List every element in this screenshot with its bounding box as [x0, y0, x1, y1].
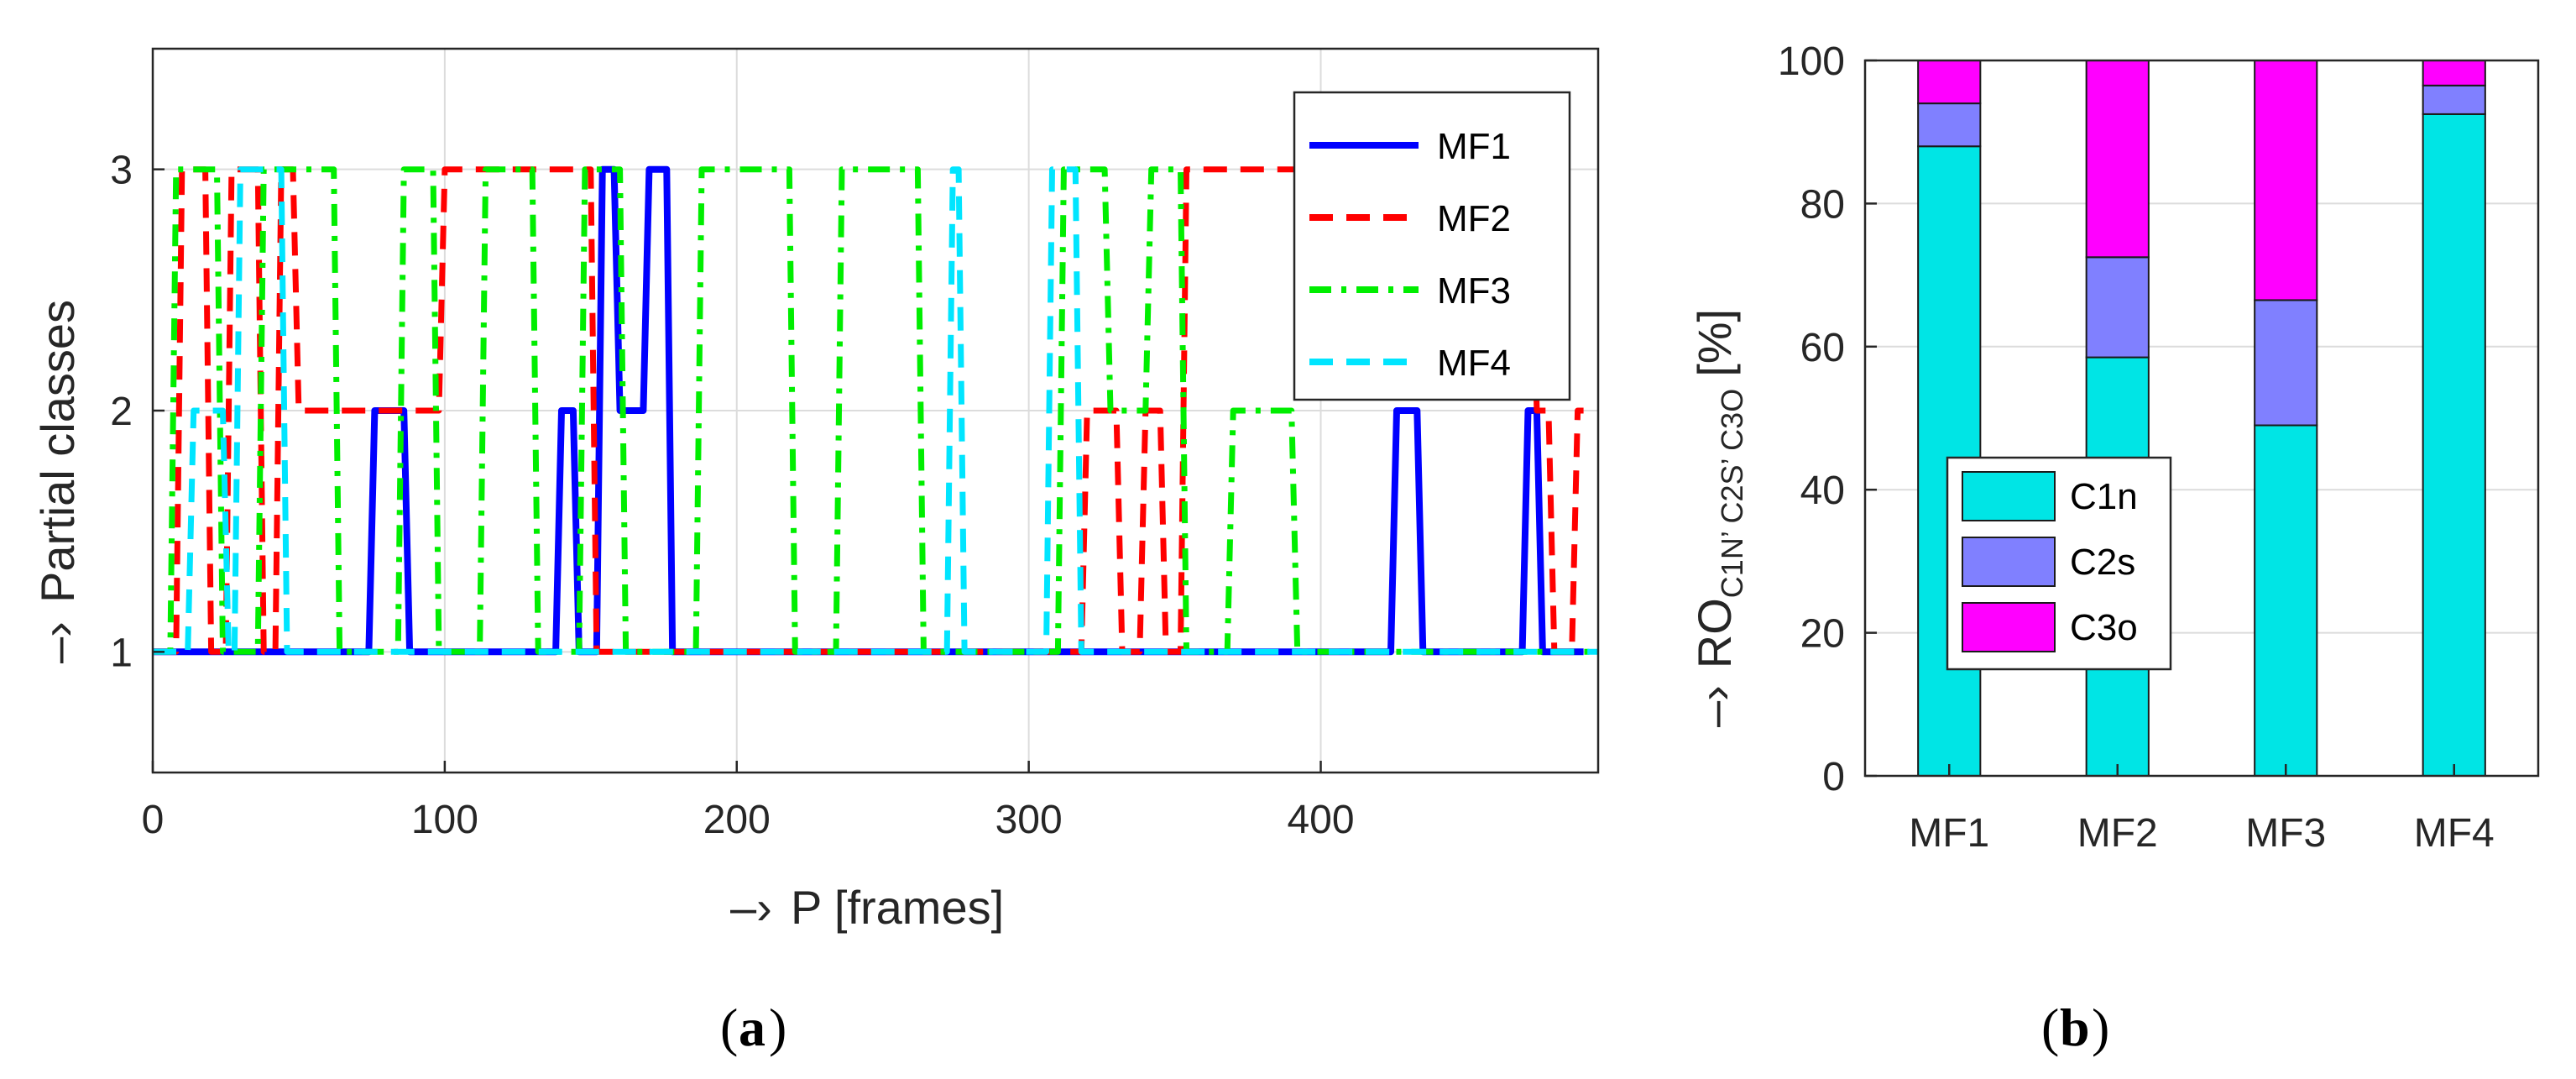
caption-a: ( a ) — [720, 998, 786, 1057]
x-tick-label-a: 400 — [1287, 798, 1354, 842]
x-tick-label-b: MF4 — [2414, 811, 2495, 856]
svg-text:(: ( — [2041, 998, 2059, 1057]
y-label-sub-b: C1N’ C2S’ C3O — [1715, 389, 1749, 598]
x-label-text: P [frames] — [791, 881, 1004, 934]
x-tick-label-b: MF3 — [2245, 811, 2326, 856]
y-tick-label-b: 40 — [1800, 469, 1845, 513]
legend-label-c1n: C1n — [2070, 476, 2138, 517]
y-label-main-b: RO — [1688, 598, 1741, 668]
svg-text:(: ( — [720, 998, 738, 1057]
legend-label-c3o: C3o — [2070, 607, 2138, 648]
y-tick-label-a: 2 — [110, 390, 133, 434]
y-label-arrow-a: –› — [31, 621, 84, 663]
x-tick-label-a: 0 — [142, 798, 165, 842]
svg-text:): ) — [769, 998, 786, 1057]
x-tick-label-a: 200 — [703, 798, 771, 842]
y-ticks-a: 1 2 3 — [110, 149, 165, 675]
series-line-mf4 — [153, 166, 1598, 655]
y-axis-label-a: –› Partial classes — [31, 300, 84, 663]
y-tick-label-b: 0 — [1822, 755, 1845, 799]
y-axis-label-b: –› ROC1N’ C2S’ C3O [%] — [1688, 309, 1749, 727]
x-tick-label-a: 300 — [995, 798, 1063, 842]
y-label-unit-b: [%] — [1688, 309, 1741, 377]
bar-mf2-c2s — [2085, 256, 2150, 359]
legend-label-c2s: C2s — [2070, 542, 2135, 583]
panel-b-stacked-bar-chart: MF1 MF2 MF3 MF4 0 20 40 60 80 100 C1n C2s C3o –› RO… — [1688, 39, 2540, 1057]
legend-swatch-c1n — [1962, 471, 2056, 521]
bar-mf3-c3o — [2254, 60, 2318, 301]
legend-label-mf3: MF3 — [1437, 270, 1511, 312]
x-tick-label-a: 100 — [411, 798, 478, 842]
y-ticks-b: 0 20 40 60 80 100 — [1778, 39, 1877, 799]
bar-mf2-c3o — [2085, 60, 2150, 259]
bar-mf1-c3o — [1917, 60, 1982, 105]
caption-b: ( b ) — [2041, 998, 2109, 1057]
x-axis-label-a: –› P [frames] — [730, 881, 1004, 934]
legend-b: C1n C2s C3o — [1946, 456, 2172, 671]
panel-a-line-chart: 0 100 200 300 400 1 2 3 MF1 MF2 MF3 MF4 –› P [fra… — [31, 47, 1600, 1057]
bars-b — [1917, 60, 2486, 778]
svg-text:–›ROC1N’ C2S’ C3O[%]: –› ROC1N’ C2S’ C3O [%] — [1688, 309, 1749, 727]
bar-mf3-c1n — [2254, 424, 2318, 777]
y-tick-label-a: 1 — [110, 631, 133, 675]
y-tick-label-b: 60 — [1800, 326, 1845, 370]
bar-mf1-c2s — [1917, 102, 1982, 148]
legend-label-mf2: MF2 — [1437, 198, 1511, 239]
y-tick-label-b: 100 — [1778, 39, 1845, 84]
x-ticks-b: MF1 MF2 MF3 MF4 — [1909, 764, 2495, 856]
legend-label-mf1: MF1 — [1437, 126, 1511, 167]
x-label-arrow: –› — [730, 881, 772, 934]
bar-mf4-c2s — [2422, 84, 2486, 115]
y-label-text-a: Partial classes — [31, 300, 84, 603]
legend-swatch-c2s — [1962, 537, 2056, 587]
bar-mf3-c2s — [2254, 299, 2318, 427]
legend-swatch-c3o — [1962, 602, 2056, 652]
x-tick-label-b: MF1 — [1909, 811, 1989, 856]
bar-mf4-c3o — [2422, 60, 2486, 86]
svg-text:): ) — [2092, 998, 2109, 1057]
x-ticks-a: 0 100 200 300 400 — [142, 761, 1355, 842]
caption-letter-b: b — [2060, 998, 2090, 1057]
y-label-arrow-b: –› — [1688, 685, 1741, 727]
axes-frame-b — [1863, 59, 2540, 778]
y-tick-label-a: 3 — [110, 149, 133, 193]
x-tick-label-b: MF2 — [2077, 811, 2158, 856]
y-tick-label-b: 20 — [1800, 612, 1845, 657]
bar-mf4-c1n — [2422, 113, 2486, 777]
legend-label-mf4: MF4 — [1437, 343, 1511, 384]
legend-box-a — [1293, 91, 1571, 401]
y-tick-label-b: 80 — [1800, 182, 1845, 227]
legend-a: MF1 MF2 MF3 MF4 — [1293, 91, 1571, 401]
caption-letter-a: a — [739, 998, 765, 1057]
